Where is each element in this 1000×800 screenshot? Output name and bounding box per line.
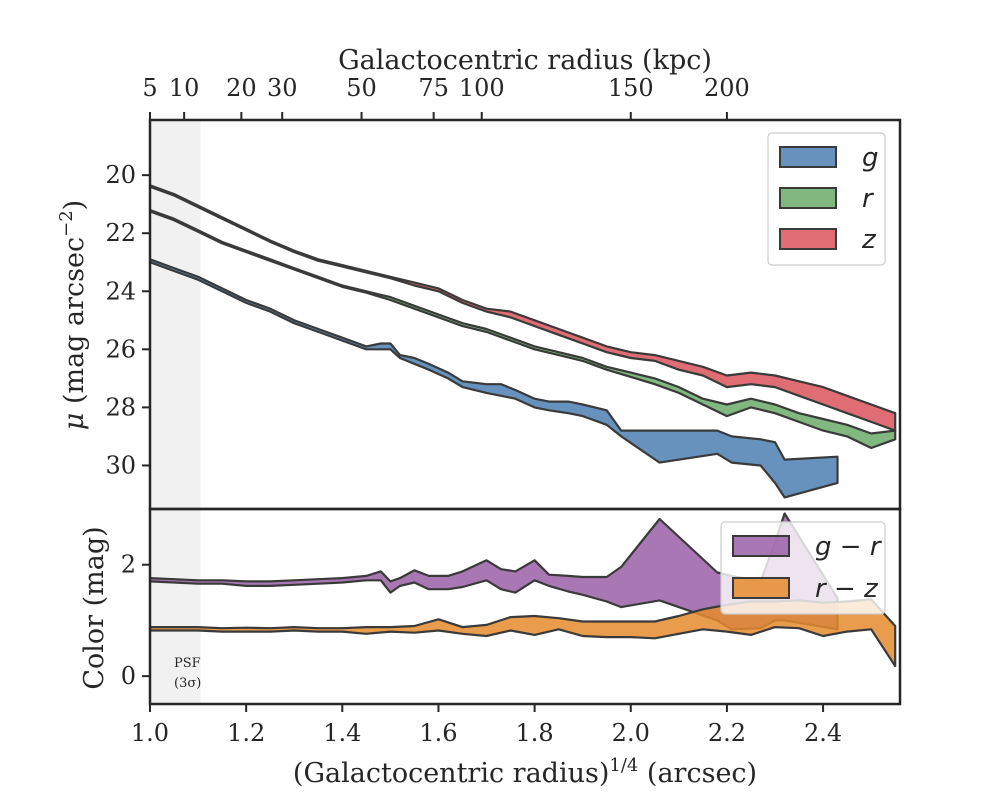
top-x-tick-label: 200 [704, 74, 750, 102]
top-y-axis-title: μ (mag arcsec−2) [56, 200, 90, 430]
bottom-x-tick-label: 2.4 [804, 719, 842, 747]
top-x-tick-label: 10 [169, 74, 200, 102]
x-axis-title: (Galactocentric radius)1/4 (arcsec) [293, 755, 757, 789]
top-x-tick-label: 150 [608, 74, 654, 102]
top-x-tick-label: 100 [459, 74, 505, 102]
bottom-x-tick-label: 1.6 [419, 719, 457, 747]
psf-band [150, 120, 201, 509]
band-r-minus-z [150, 598, 897, 668]
top-x-tick-label: 20 [226, 74, 257, 102]
top-x-axis: 5 10 20 30 50 75 100 150 200 [142, 74, 750, 120]
legend-label-g: g [862, 143, 879, 173]
bottom-y-axis-title: Color (mag) [79, 526, 110, 689]
band-g [150, 258, 839, 499]
band-z [150, 184, 897, 432]
legend-label-r: r [862, 184, 875, 214]
top-y-tick-label: 22 [105, 219, 136, 247]
top-y-tick-label: 26 [105, 335, 136, 363]
legend-swatch-g [779, 146, 837, 168]
bottom-y-tick-label: 0 [121, 662, 136, 690]
bottom-x-tick-label: 2.2 [708, 719, 746, 747]
bottom-y-axis: 02 [121, 551, 150, 690]
legend-bottom: g − r r − z [720, 521, 886, 615]
psf-label: PSF [174, 656, 201, 671]
bottom-x-tick-label: 2.0 [612, 719, 650, 747]
top-y-tick-label: 30 [105, 451, 136, 479]
secondary-x-axis-title: Galactocentric radius (kpc) [338, 45, 712, 76]
top-y-axis: 20 22 24 26 28 30 [105, 161, 150, 479]
legend-label-g-minus-r: g − r [815, 532, 883, 562]
top-y-tick-label: 28 [105, 393, 136, 421]
legend-label-r-minus-z: r − z [815, 574, 879, 604]
bottom-x-tick-label: 1.0 [131, 719, 169, 747]
psf-band [150, 509, 201, 704]
top-x-tick-label: 50 [346, 74, 377, 102]
bottom-panel-frame [148, 507, 902, 706]
legend-swatch-r-minus-z [732, 577, 790, 599]
psf-sigma-label: (3σ) [174, 676, 201, 691]
legend-swatch-z [779, 228, 837, 250]
legend-top: grz [767, 132, 886, 266]
bottom-x-axis: 1.0 1.2 1.4 1.6 1.8 2.0 2.2 2.4 [131, 704, 842, 747]
band-r [150, 208, 897, 450]
bottom-y-tick-label: 2 [121, 551, 136, 579]
bottom-x-tick-label: 1.4 [323, 719, 361, 747]
top-x-tick-label: 30 [267, 74, 298, 102]
surface-brightness-series [150, 184, 897, 499]
top-y-tick-label: 20 [105, 161, 136, 189]
top-y-tick-label: 24 [105, 277, 136, 305]
top-x-tick-label: 5 [142, 74, 157, 102]
legend-swatch-g-minus-r [732, 535, 790, 557]
legend-label-z: z [861, 225, 877, 255]
bottom-x-tick-label: 1.8 [516, 719, 554, 747]
top-x-tick-label: 75 [418, 74, 449, 102]
legend-swatch-r [779, 187, 837, 209]
bottom-x-tick-label: 1.2 [227, 719, 265, 747]
color-series [150, 512, 897, 668]
